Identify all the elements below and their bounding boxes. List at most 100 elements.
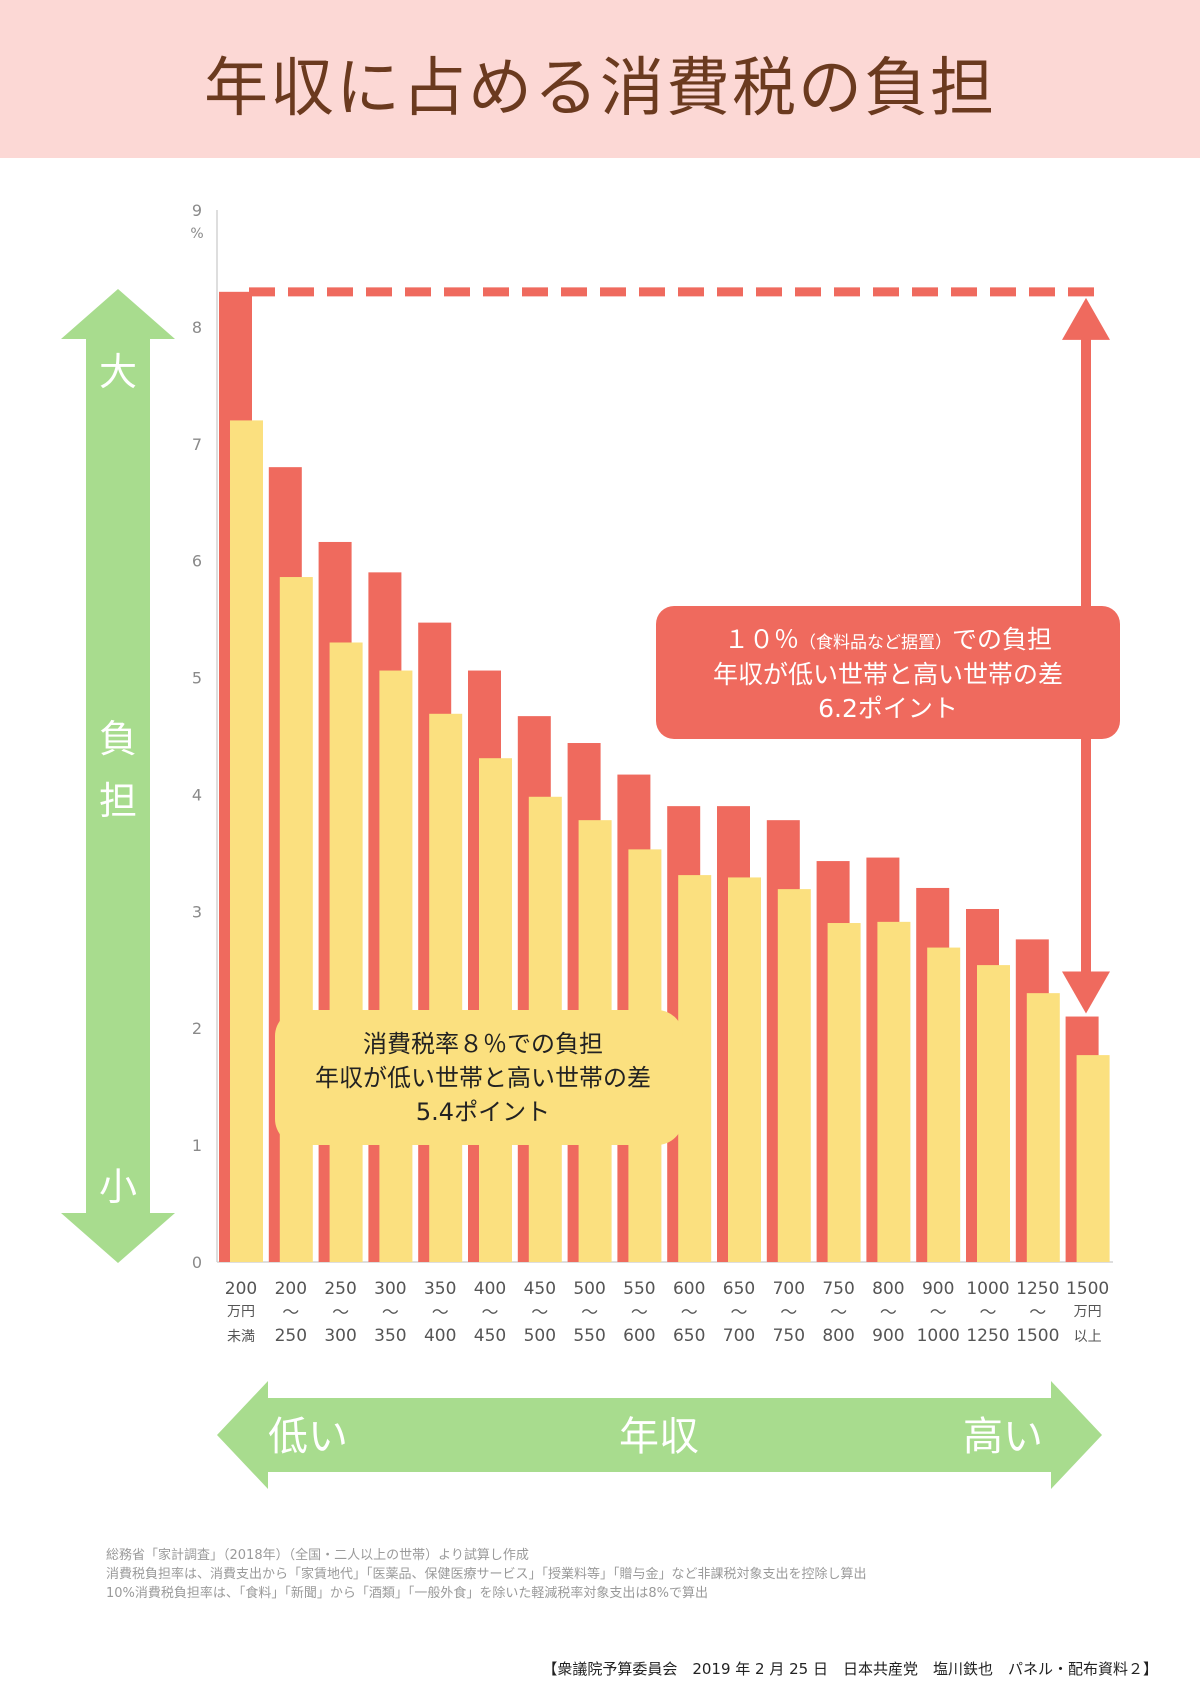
- x-tick-label-mid: 万円: [227, 1304, 255, 1320]
- y-arrow-bottom-label: 小: [99, 1165, 137, 1209]
- x-tick-label-bottom: 400: [424, 1326, 456, 1346]
- x-tick-label-top: 800: [872, 1279, 904, 1299]
- y-arrow-top-label: 大: [99, 350, 137, 394]
- y-tick-label: 2: [192, 1019, 202, 1038]
- x-tick-label-mid: 〜: [531, 1303, 548, 1323]
- bar-8pct: [429, 713, 463, 1262]
- callout-10-line1-a: １０％: [724, 625, 799, 654]
- y-tick-label: 9: [192, 201, 202, 220]
- y-tick-label: 8: [192, 318, 202, 337]
- x-tick-label-top: 350: [424, 1279, 456, 1299]
- y-arrow-middle-label-2: 担: [99, 779, 137, 823]
- bar-8pct: [728, 877, 761, 1262]
- x-tick-label-mid: 〜: [681, 1303, 698, 1323]
- y-tick-label: 7: [192, 435, 202, 454]
- x-tick-label-bottom: 800: [822, 1326, 854, 1346]
- x-arrow-right-label: 高い: [963, 1414, 1043, 1460]
- x-tick-label-mid: 〜: [830, 1303, 847, 1323]
- x-tick-label-mid: 〜: [432, 1303, 449, 1323]
- x-tick-label-top: 650: [723, 1279, 755, 1299]
- bar-8pct: [279, 577, 313, 1262]
- x-tick-label-top: 500: [573, 1279, 605, 1299]
- x-tick-label-bottom: 未満: [227, 1329, 255, 1345]
- footnote-2: 消費税負担率は、消費支出から「家賃地代」「医薬品、保健医療サービス」「授業料等」…: [106, 1567, 867, 1582]
- callout-10-box: [656, 606, 1120, 739]
- x-tick-label-bottom: 以上: [1074, 1329, 1102, 1345]
- x-tick-label-mid: 〜: [930, 1303, 947, 1323]
- x-tick-label-bottom: 1500: [1016, 1326, 1059, 1346]
- y-tick-label: 3: [192, 902, 202, 921]
- x-tick-label-top: 1500: [1066, 1279, 1109, 1299]
- x-tick-label-mid: 〜: [780, 1303, 797, 1323]
- difference-arrow-head-down: [1062, 971, 1110, 1014]
- bar-8pct: [977, 965, 1010, 1262]
- x-tick-label-bottom: 300: [324, 1326, 356, 1346]
- x-tick-label-top: 200: [225, 1279, 257, 1299]
- x-tick-label-bottom: 1250: [966, 1326, 1009, 1346]
- x-tick-label-mid: 〜: [1029, 1303, 1046, 1323]
- chart: 大 負 担 小 % 0 1 2 3 4 5 6 7 8 9 １０％（食料品など据置）での負担 年収…: [61, 201, 1120, 1489]
- x-tick-label-mid: 〜: [980, 1303, 997, 1323]
- bar-8pct: [1076, 1055, 1110, 1262]
- source-credit: 【衆議院予算委員会 2019 年 2 月 25 日 日本共産党 塩川鉄也 パネル…: [542, 1660, 1158, 1678]
- x-tick-label-bottom: 650: [673, 1326, 705, 1346]
- callout-10-line1: １０％（食料品など据置）での負担: [724, 625, 1052, 654]
- y-tick-label: 0: [192, 1253, 202, 1272]
- x-tick-label-top: 700: [773, 1279, 805, 1299]
- x-tick-label-mid: 〜: [581, 1303, 598, 1323]
- bar-8pct: [678, 875, 712, 1262]
- y-arrow-shape: [61, 289, 175, 1263]
- x-tick-label-mid: 〜: [282, 1303, 299, 1323]
- callout-8-box: [275, 1010, 683, 1145]
- difference-arrow-head-up: [1062, 297, 1110, 340]
- y-unit-label: %: [190, 226, 203, 242]
- x-tick-label-mid: 〜: [731, 1303, 748, 1323]
- y-arrow-middle-label-1: 負: [99, 717, 137, 761]
- x-tick-label-top: 1250: [1016, 1279, 1059, 1299]
- x-tick-label-bottom: 350: [374, 1326, 406, 1346]
- x-tick-label-bottom: 250: [275, 1326, 307, 1346]
- bar-8pct: [379, 670, 413, 1262]
- x-tick-label-bottom: 500: [524, 1326, 556, 1346]
- x-tick-label-mid: 万円: [1074, 1304, 1102, 1320]
- x-tick-label-mid: 〜: [332, 1303, 349, 1323]
- bar-8pct: [777, 889, 811, 1262]
- callout-8-line2: 年収が低い世帯と高い世帯の差: [315, 1064, 651, 1092]
- x-tick-label-top: 750: [822, 1279, 854, 1299]
- x-tick-label-top: 300: [374, 1279, 406, 1299]
- x-tick-label-top: 600: [673, 1279, 705, 1299]
- callout-10-line1-end: での負担: [952, 625, 1052, 654]
- y-tick-label: 4: [192, 785, 202, 804]
- x-tick-label-top: 550: [623, 1279, 655, 1299]
- bar-8pct: [329, 642, 363, 1262]
- callout-10-line1-small: （食料品など据置）: [799, 633, 952, 653]
- bar-8pct: [230, 420, 263, 1262]
- callout-10-line2: 年収が低い世帯と高い世帯の差: [713, 660, 1063, 689]
- x-tick-label-bottom: 450: [474, 1326, 506, 1346]
- x-tick-label-bottom: 900: [872, 1326, 904, 1346]
- x-arrow-center-label: 年収: [619, 1414, 699, 1460]
- x-tick-label-mid: 〜: [482, 1303, 499, 1323]
- x-tick-label-bottom: 700: [723, 1326, 755, 1346]
- x-tick-label-top: 450: [524, 1279, 556, 1299]
- footnote-3: 10%消費税負担率は、「食料」「新聞」から「酒類」「一般外食」を除いた軽減税率対…: [106, 1586, 709, 1601]
- x-tick-label-top: 250: [324, 1279, 356, 1299]
- header-band: [0, 0, 1200, 158]
- x-tick-label-bottom: 1000: [917, 1326, 960, 1346]
- bar-8pct: [877, 921, 911, 1262]
- page-title: 年収に占める消費税の負担: [204, 52, 996, 126]
- x-tick-label-mid: 〜: [880, 1303, 897, 1323]
- callout-10-line3: 6.2ポイント: [818, 694, 958, 723]
- bar-8pct: [927, 947, 961, 1262]
- x-arrow-left-label: 低い: [268, 1414, 348, 1460]
- x-tick-label-top: 1000: [966, 1279, 1009, 1299]
- x-tick-label-top: 200: [275, 1279, 307, 1299]
- footnote-1: 総務省「家計調査」（2018年）（全国・二人以上の世帯）より試算し作成: [106, 1548, 529, 1563]
- x-tick-label-bottom: 600: [623, 1326, 655, 1346]
- callout-8-line1: 消費税率８％での負担: [363, 1030, 603, 1058]
- bar-8pct: [1026, 993, 1060, 1262]
- x-tick-label-bottom: 550: [573, 1326, 605, 1346]
- x-tick-label-mid: 〜: [631, 1303, 648, 1323]
- x-tick-label-top: 900: [922, 1279, 954, 1299]
- x-arrow-shape: [217, 1381, 1102, 1489]
